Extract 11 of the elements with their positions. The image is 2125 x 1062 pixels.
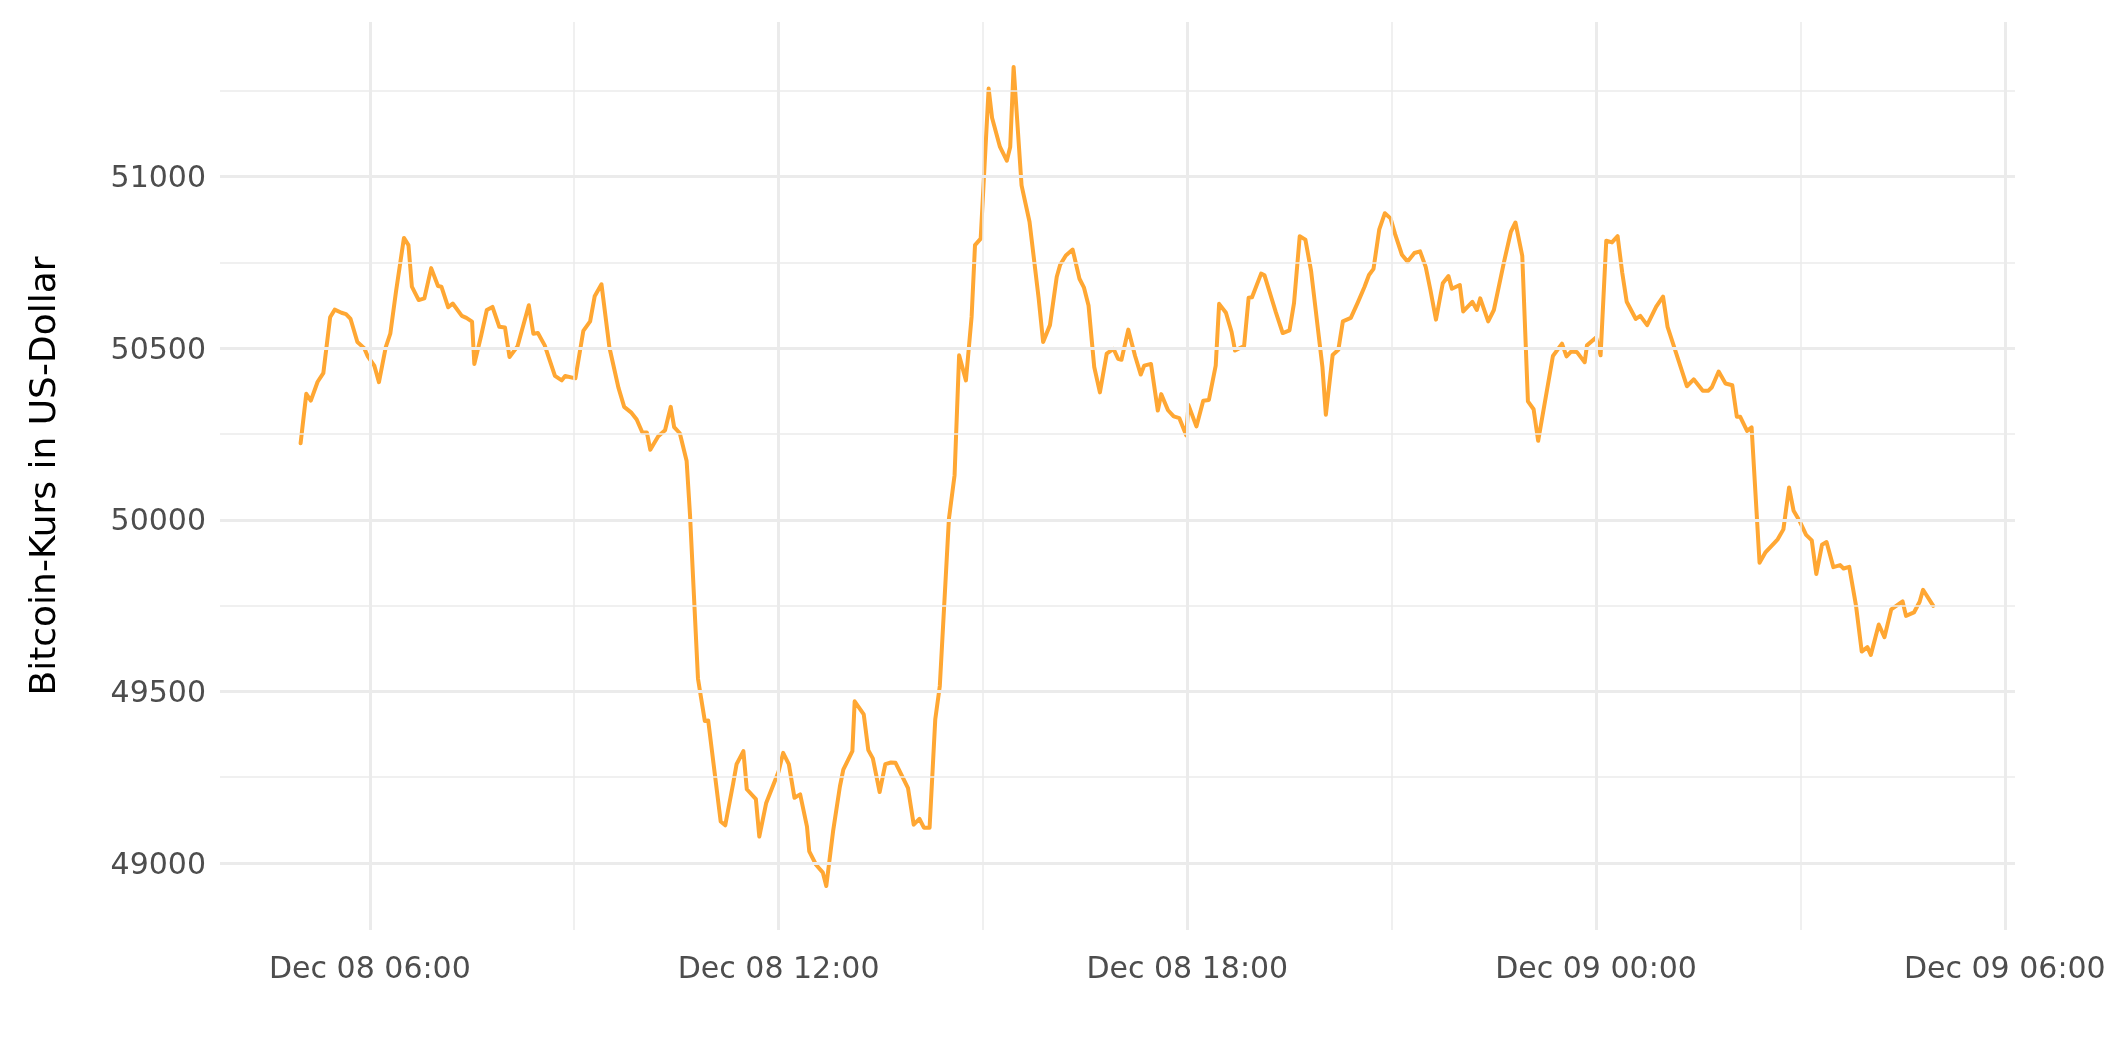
x-tick-label: Dec 09 06:00 [1903, 949, 2106, 985]
x-tick-label: Dec 08 18:00 [1086, 949, 1289, 985]
y-tick-label: 50000 [110, 502, 206, 538]
x-tick-label: Dec 08 06:00 [268, 949, 471, 985]
x-tick-label: Dec 08 12:00 [677, 949, 880, 985]
y-tick-label: 49000 [110, 845, 206, 881]
y-tick-label: 51000 [110, 158, 206, 194]
y-tick-label: 50500 [110, 330, 206, 366]
y-axis-title: Bitcoin-Kurs in US-Dollar [21, 256, 63, 696]
y-tick-label: 49500 [110, 673, 206, 709]
x-tick-label: Dec 09 00:00 [1495, 949, 1697, 985]
